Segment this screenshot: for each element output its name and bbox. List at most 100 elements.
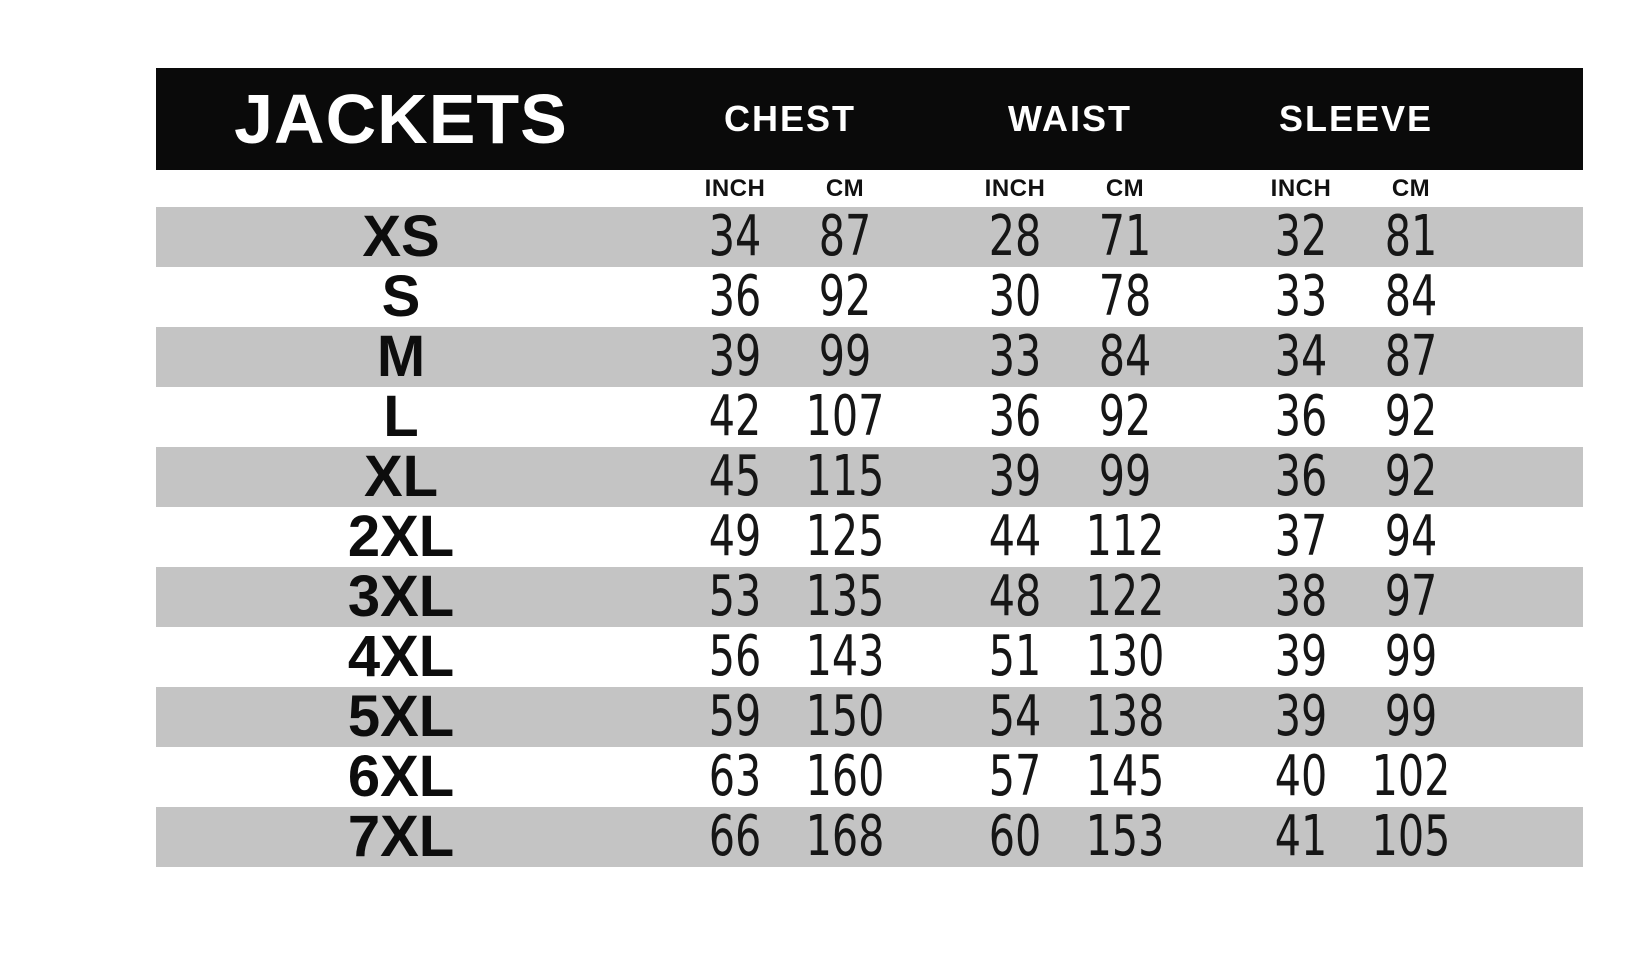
chest-inch-value: 53 <box>708 564 762 629</box>
chest-inch-value: 56 <box>708 624 762 689</box>
unit-label-sleeve-inch: INCH <box>1270 174 1332 202</box>
chest-cm-value: 150 <box>805 684 885 749</box>
chest-inch-value: 45 <box>708 444 762 509</box>
sleeve-cm-value: 92 <box>1384 444 1438 509</box>
column-group-waist: WAIST <box>1008 98 1132 139</box>
table-body: XS 34 87 28 71 32 81 S 36 92 30 78 33 84… <box>156 207 1583 867</box>
waist-cm-value: 122 <box>1085 564 1165 629</box>
unit-label-waist-inch: INCH <box>984 174 1046 202</box>
chest-cm-value: 87 <box>818 204 872 269</box>
waist-inch-value: 60 <box>988 804 1042 869</box>
table-row: 6XL 63 160 57 145 40 102 <box>156 747 1583 807</box>
table-row: 3XL 53 135 48 122 38 97 <box>156 567 1583 627</box>
chest-inch-value: 34 <box>708 204 762 269</box>
chest-inch-value: 59 <box>708 684 762 749</box>
sleeve-cm-value: 102 <box>1371 744 1451 809</box>
size-label: XS <box>362 204 440 269</box>
waist-cm-value: 71 <box>1098 204 1152 269</box>
waist-inch-value: 33 <box>988 324 1042 389</box>
sleeve-inch-value: 41 <box>1274 804 1328 869</box>
chest-inch-value: 39 <box>708 324 762 389</box>
waist-inch-value: 54 <box>988 684 1042 749</box>
table-units-row: INCH CM INCH CM INCH CM <box>156 170 1583 207</box>
sleeve-cm-value: 97 <box>1384 564 1438 629</box>
waist-inch-value: 44 <box>988 504 1042 569</box>
sleeve-inch-value: 34 <box>1274 324 1328 389</box>
table-header-bar: JACKETS CHEST WAIST SLEEVE <box>156 68 1583 170</box>
sleeve-inch-value: 39 <box>1274 624 1328 689</box>
sleeve-inch-value: 32 <box>1274 204 1328 269</box>
chest-cm-value: 168 <box>805 804 885 869</box>
size-label: 4XL <box>347 624 455 689</box>
sleeve-inch-value: 38 <box>1274 564 1328 629</box>
waist-cm-value: 153 <box>1085 804 1165 869</box>
chest-cm-value: 92 <box>818 264 872 329</box>
waist-cm-value: 99 <box>1098 444 1152 509</box>
size-label: M <box>376 324 426 389</box>
chest-inch-value: 66 <box>708 804 762 869</box>
table-row: 2XL 49 125 44 112 37 94 <box>156 507 1583 567</box>
waist-cm-value: 138 <box>1085 684 1165 749</box>
chest-inch-value: 63 <box>708 744 762 809</box>
column-group-chest: CHEST <box>723 98 856 139</box>
sleeve-inch-value: 36 <box>1274 444 1328 509</box>
chest-cm-value: 125 <box>805 504 885 569</box>
table-row: XL 45 115 39 99 36 92 <box>156 447 1583 507</box>
chest-cm-value: 160 <box>805 744 885 809</box>
size-label: 6XL <box>347 744 455 809</box>
sleeve-inch-value: 33 <box>1274 264 1328 329</box>
size-label: 3XL <box>347 564 455 629</box>
size-label: 7XL <box>347 804 455 869</box>
waist-cm-value: 145 <box>1085 744 1165 809</box>
chart-title: JACKETS <box>234 80 568 158</box>
waist-inch-value: 48 <box>988 564 1042 629</box>
waist-inch-value: 39 <box>988 444 1042 509</box>
waist-inch-value: 51 <box>988 624 1042 689</box>
sleeve-inch-value: 36 <box>1274 384 1328 449</box>
chest-cm-value: 115 <box>805 444 885 509</box>
sleeve-cm-value: 87 <box>1384 324 1438 389</box>
sleeve-cm-value: 99 <box>1384 624 1438 689</box>
waist-cm-value: 112 <box>1085 504 1165 569</box>
chest-inch-value: 42 <box>708 384 762 449</box>
chest-cm-value: 107 <box>805 384 885 449</box>
chest-cm-value: 99 <box>818 324 872 389</box>
unit-label-waist-cm: CM <box>1105 174 1145 202</box>
sleeve-inch-value: 37 <box>1274 504 1328 569</box>
unit-label-chest-inch: INCH <box>704 174 766 202</box>
sleeve-cm-value: 105 <box>1371 804 1451 869</box>
unit-label-sleeve-cm: CM <box>1391 174 1431 202</box>
waist-cm-value: 92 <box>1098 384 1152 449</box>
table-row: XS 34 87 28 71 32 81 <box>156 207 1583 267</box>
sleeve-cm-value: 99 <box>1384 684 1438 749</box>
chest-inch-value: 49 <box>708 504 762 569</box>
table-row: S 36 92 30 78 33 84 <box>156 267 1583 327</box>
sleeve-cm-value: 84 <box>1384 264 1438 329</box>
sleeve-inch-value: 39 <box>1274 684 1328 749</box>
waist-inch-value: 57 <box>988 744 1042 809</box>
waist-inch-value: 28 <box>988 204 1042 269</box>
sleeve-cm-value: 81 <box>1384 204 1438 269</box>
size-label: 2XL <box>347 504 455 569</box>
unit-label-chest-cm: CM <box>825 174 865 202</box>
chest-cm-value: 135 <box>805 564 885 629</box>
sleeve-cm-value: 92 <box>1384 384 1438 449</box>
waist-inch-value: 36 <box>988 384 1042 449</box>
column-group-sleeve: SLEEVE <box>1278 98 1434 139</box>
waist-cm-value: 78 <box>1098 264 1152 329</box>
chest-inch-value: 36 <box>708 264 762 329</box>
waist-cm-value: 130 <box>1085 624 1165 689</box>
waist-cm-value: 84 <box>1098 324 1152 389</box>
sleeve-inch-value: 40 <box>1274 744 1328 809</box>
table-row: 4XL 56 143 51 130 39 99 <box>156 627 1583 687</box>
table-row: L 42 107 36 92 36 92 <box>156 387 1583 447</box>
size-label: XL <box>363 444 439 509</box>
size-chart-table: JACKETS CHEST WAIST SLEEVE INCH CM INCH … <box>156 68 1583 867</box>
waist-inch-value: 30 <box>988 264 1042 329</box>
chest-cm-value: 143 <box>805 624 885 689</box>
table-row: 5XL 59 150 54 138 39 99 <box>156 687 1583 747</box>
table-row: 7XL 66 168 60 153 41 105 <box>156 807 1583 867</box>
size-label: S <box>381 264 421 329</box>
table-row: M 39 99 33 84 34 87 <box>156 327 1583 387</box>
